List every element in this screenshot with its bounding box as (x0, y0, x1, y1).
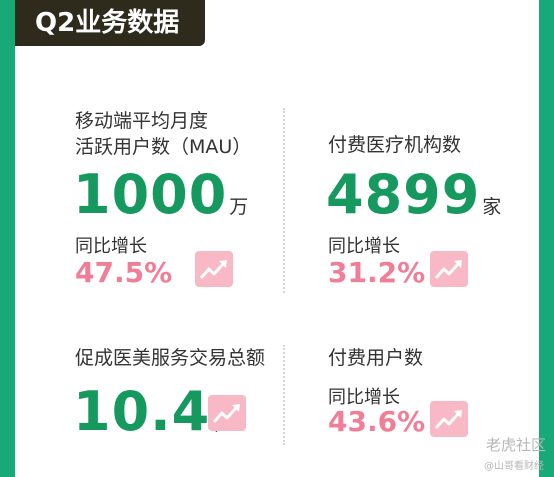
metric-unit: 家 (482, 196, 502, 218)
metric-label: 移动端平均月度 (75, 110, 209, 132)
trend-icon (430, 251, 468, 287)
left-border (0, 0, 15, 477)
metric-label: 付费用户数 (328, 347, 424, 369)
divider (283, 108, 285, 293)
title: Q2业务数据 (15, 0, 205, 46)
metric-unit: 万 (229, 196, 249, 218)
metric-label: 付费医疗机构数 (328, 134, 462, 156)
watermark: 老虎社区 (486, 436, 547, 454)
trend-icon (195, 251, 233, 287)
watermark-author: @山哥看财经 (484, 461, 544, 472)
right-border (539, 0, 554, 477)
trend-icon (208, 395, 246, 431)
growth-label: 同比增长 (75, 236, 147, 257)
growth-label: 同比增长 (328, 387, 400, 408)
growth-label: 同比增长 (328, 236, 400, 257)
divider (283, 345, 285, 445)
metric-label: 活跃用户数（MAU） (75, 136, 252, 158)
growth-value: 43.6% (328, 405, 426, 438)
metric-value: 1000 万 (73, 163, 249, 226)
metric-value: 10.4亿 (73, 380, 231, 443)
growth-value: 31.2% (328, 256, 426, 289)
trend-icon (430, 401, 468, 437)
metric-label: 促成医美服务交易总额 (75, 347, 266, 369)
growth-value: 47.5% (75, 256, 173, 289)
metric-value: 4899 家 (326, 163, 502, 226)
